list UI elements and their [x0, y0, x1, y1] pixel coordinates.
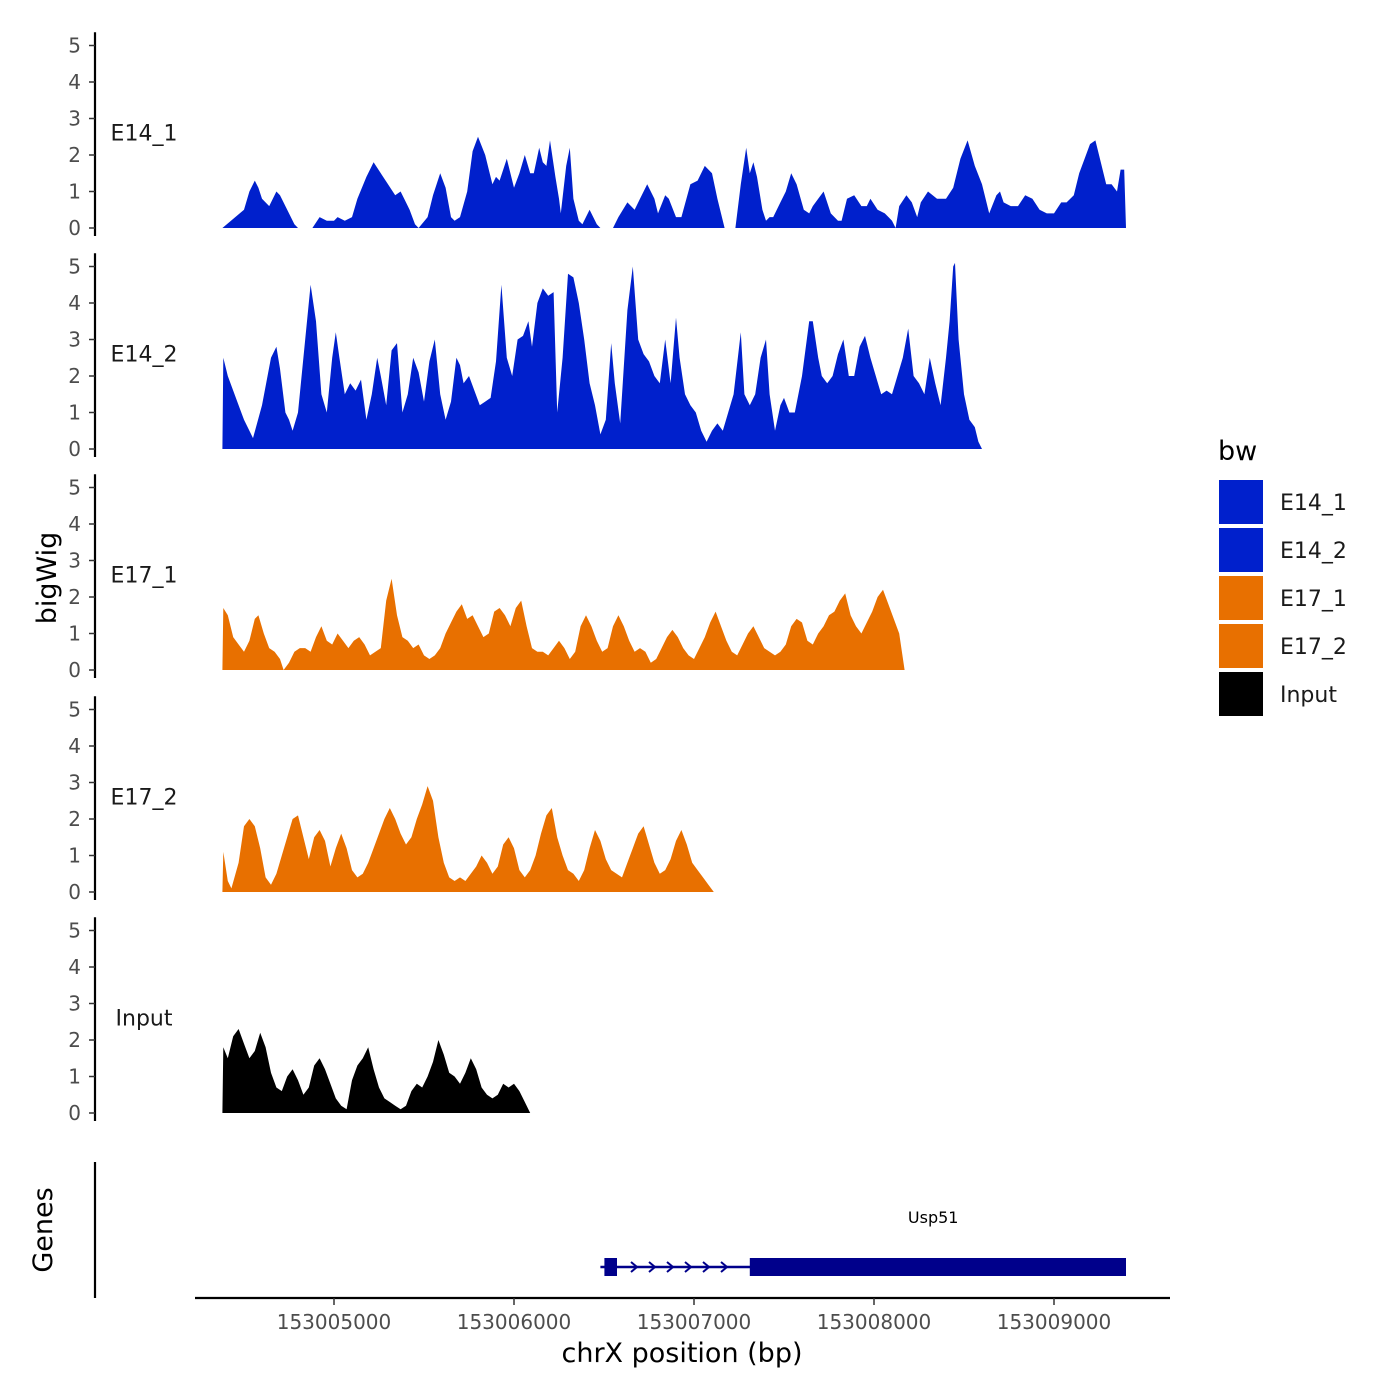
genes-axis-title: Genes — [28, 1187, 59, 1272]
track-E14_2: 0 1 2 3 4 5 E14_2 — [68, 253, 982, 461]
legend-swatch — [1219, 480, 1263, 524]
legend-entry: E17_1 — [1219, 576, 1347, 620]
y-tick-label: 3 — [68, 107, 81, 131]
strand-arrow — [630, 1261, 639, 1273]
track-Input: 0 1 2 3 4 5 Input — [68, 917, 531, 1125]
legend-swatch — [1219, 672, 1263, 716]
y-tick-label: 0 — [68, 437, 81, 461]
y-tick-label: 5 — [68, 34, 81, 58]
y-tick-label: 4 — [68, 70, 81, 94]
y-tick-label: 0 — [68, 658, 81, 682]
track-label: E17_2 — [111, 786, 178, 811]
strand-arrow — [666, 1261, 675, 1273]
y-tick-label: 1 — [68, 622, 81, 646]
strand-arrow — [702, 1261, 711, 1273]
gene-track: Usp51 — [93, 1162, 1126, 1298]
legend-label: Input — [1280, 683, 1337, 708]
y-tick-label: 3 — [68, 771, 81, 795]
y-tick-label: 4 — [68, 955, 81, 979]
y-tick-label: 1 — [68, 180, 81, 204]
legend-label: E14_1 — [1280, 491, 1347, 516]
y-tick-label: 5 — [68, 255, 81, 279]
legend-entry: E17_2 — [1219, 624, 1347, 668]
legend: bw E14_1 E14_2 E17_1 E17_2 Input — [1218, 436, 1347, 716]
track-label: E17_1 — [111, 564, 178, 589]
y-tick-label: 1 — [68, 1065, 81, 1089]
tracks-group: 0 1 2 3 4 5 E14_1 0 1 2 3 4 5 E14_2 0 1 2 3 4 5 E17_1 0 1 2 3 4 5 E… — [68, 32, 1126, 1125]
gene-Usp51: Usp51 — [600, 1208, 1126, 1276]
y-tick-label: 1 — [68, 844, 81, 868]
gene-exon-cds — [749, 1258, 1126, 1276]
y-tick-label: 2 — [68, 1028, 81, 1052]
y-tick-label: 5 — [68, 476, 81, 500]
x-tick-label: 153009000 — [997, 1310, 1112, 1334]
legend-title: bw — [1218, 436, 1257, 467]
track-label: Input — [116, 1007, 173, 1032]
legend-entry: Input — [1219, 672, 1337, 716]
x-axis: 153005000 153006000 153007000 153008000 1530… — [195, 1296, 1170, 1334]
legend-swatch — [1219, 624, 1263, 668]
strand-arrow — [720, 1261, 729, 1273]
y-tick-label: 3 — [68, 992, 81, 1016]
y-tick-label: 0 — [68, 216, 81, 240]
y-tick-label: 3 — [68, 328, 81, 352]
y-tick-label: 4 — [68, 512, 81, 536]
y-tick-label: 1 — [68, 401, 81, 425]
strand-arrow — [648, 1261, 657, 1273]
x-tick-label: 153007000 — [637, 1310, 752, 1334]
series-area-E14_1 — [222, 136, 1126, 228]
y-tick-label: 5 — [68, 919, 81, 943]
legend-label: E17_2 — [1280, 635, 1347, 660]
y-tick-label: 2 — [68, 143, 81, 167]
legend-swatch — [1219, 576, 1263, 620]
legend-entry: E14_2 — [1219, 528, 1347, 572]
y-tick-label: 5 — [68, 698, 81, 722]
y-tick-label: 0 — [68, 1101, 81, 1125]
y-tick-label: 2 — [68, 364, 81, 388]
series-area-Input — [222, 1029, 531, 1113]
track-E14_1: 0 1 2 3 4 5 E14_1 — [68, 32, 1126, 240]
y-tick-label: 3 — [68, 549, 81, 573]
legend-swatch — [1219, 528, 1263, 572]
track-label: E14_2 — [111, 343, 178, 368]
track-label: E14_1 — [111, 122, 178, 147]
y-tick-label: 4 — [68, 291, 81, 315]
gene-exon-utr — [604, 1258, 617, 1276]
legend-entry: E14_1 — [1219, 480, 1347, 524]
track-E17_2: 0 1 2 3 4 5 E17_2 — [68, 696, 714, 904]
x-axis-title: chrX position (bp) — [561, 1338, 802, 1369]
y-tick-label: 2 — [68, 585, 81, 609]
series-area-E14_2 — [222, 262, 982, 449]
y-axis-title: bigWig — [32, 532, 63, 625]
y-tick-label: 4 — [68, 734, 81, 758]
legend-label: E14_2 — [1280, 539, 1347, 564]
series-area-E17_1 — [222, 578, 905, 670]
y-tick-label: 0 — [68, 880, 81, 904]
series-area-E17_2 — [222, 786, 714, 892]
track-E17_1: 0 1 2 3 4 5 E17_1 — [68, 474, 905, 682]
x-tick-label: 153008000 — [817, 1310, 932, 1334]
x-tick-label: 153005000 — [277, 1310, 392, 1334]
legend-label: E17_1 — [1280, 587, 1347, 612]
gene-label: Usp51 — [908, 1208, 959, 1227]
strand-arrow — [684, 1261, 693, 1273]
y-tick-label: 2 — [68, 807, 81, 831]
x-tick-label: 153006000 — [457, 1310, 572, 1334]
